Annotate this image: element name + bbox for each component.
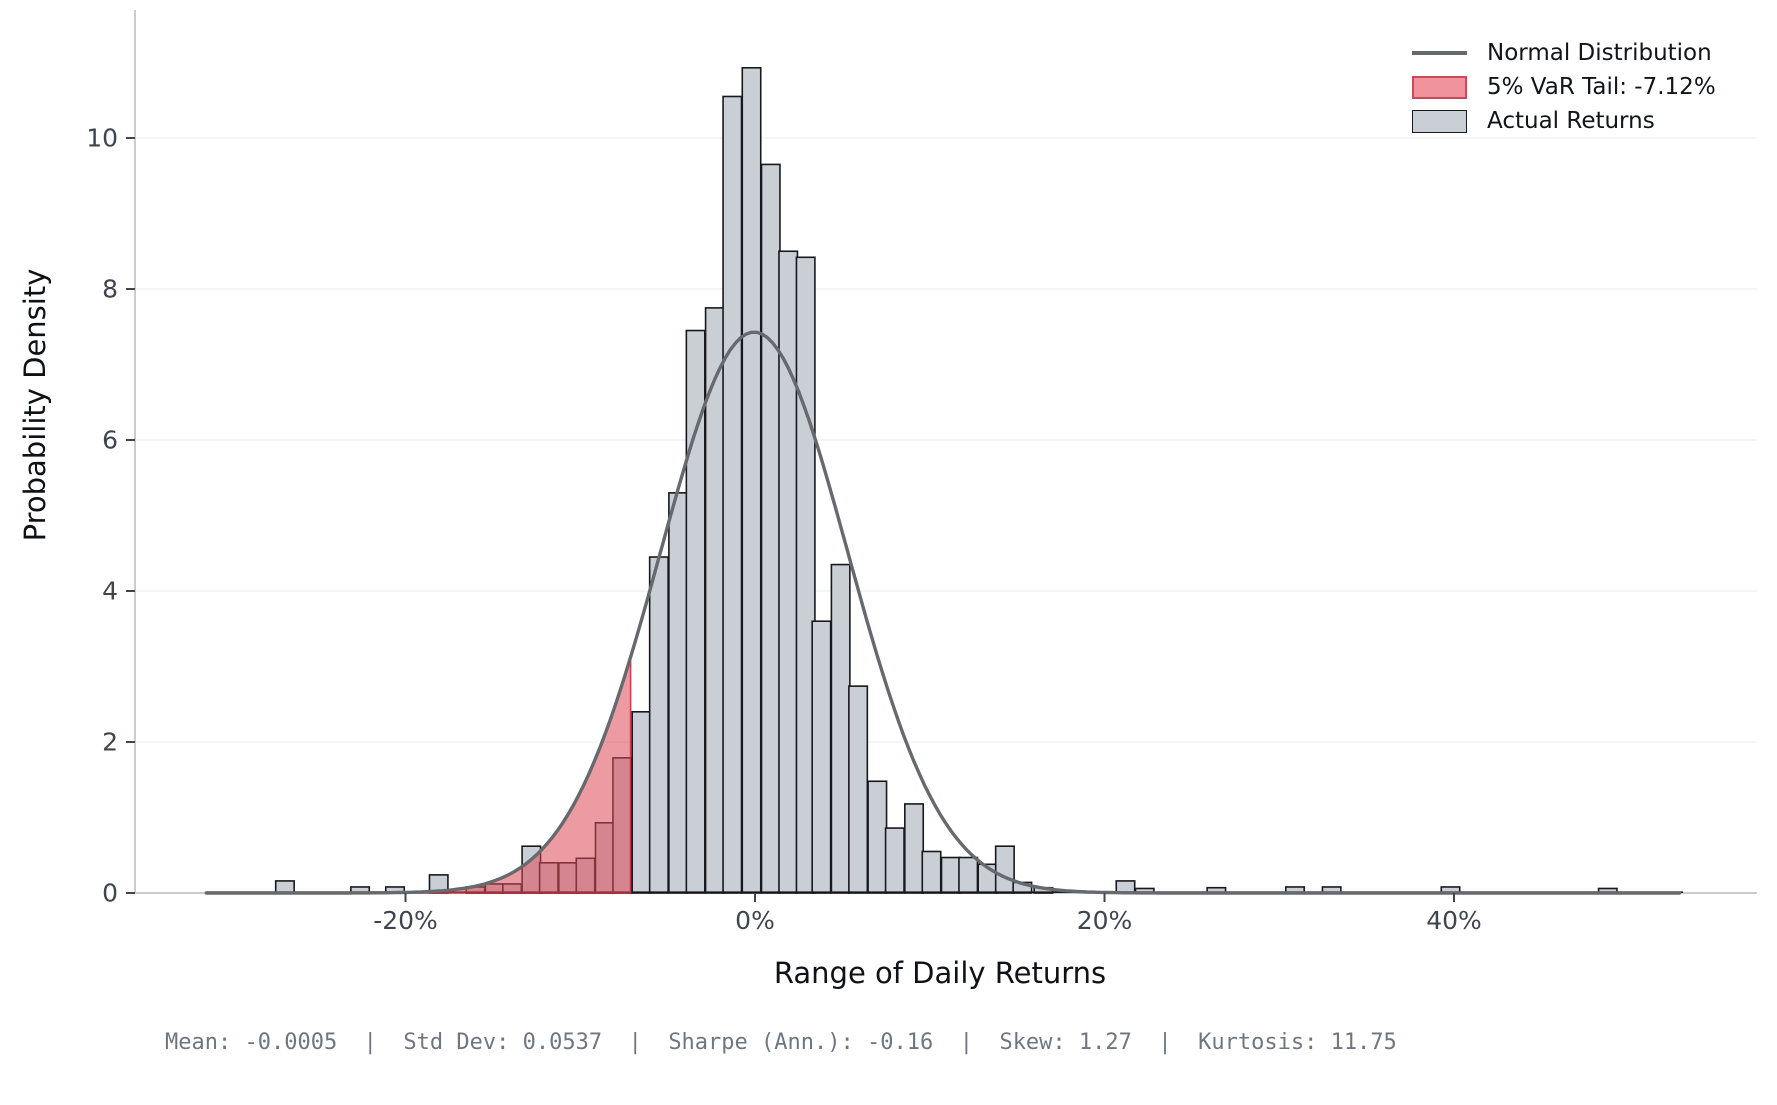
histogram-bar bbox=[760, 163, 781, 894]
histogram-bar bbox=[940, 856, 961, 894]
normal-distribution-line-swatch bbox=[1412, 51, 1467, 55]
histogram-bar bbox=[648, 556, 669, 894]
x-tick-label: 20% bbox=[1076, 906, 1133, 935]
x-tick-label: 40% bbox=[1426, 906, 1482, 935]
histogram-bar bbox=[867, 780, 888, 894]
legend-item-var-tail: 5% VaR Tail: -7.12% bbox=[1412, 70, 1716, 104]
y-tick-label: 4 bbox=[102, 576, 118, 606]
y-axis-label: Probability Density bbox=[18, 268, 52, 542]
stats-footer: Mean: -0.0005 | Std Dev: 0.0537 | Sharpe… bbox=[165, 1030, 1397, 1055]
histogram-bar bbox=[903, 803, 925, 894]
histogram-bar bbox=[668, 492, 689, 894]
actual-returns-patch-swatch bbox=[1412, 109, 1467, 133]
histogram-bar bbox=[848, 685, 869, 894]
histogram-bar bbox=[994, 845, 1015, 894]
legend-label: Normal Distribution bbox=[1487, 40, 1712, 66]
histogram-bar bbox=[884, 827, 905, 894]
histogram-bar bbox=[830, 563, 851, 894]
histogram-bar bbox=[722, 95, 743, 894]
y-tick-label: 0 bbox=[102, 878, 118, 908]
histogram-bar bbox=[921, 850, 942, 894]
legend-item-normal-distribution: Normal Distribution bbox=[1412, 36, 1716, 70]
y-tick-label: 10 bbox=[86, 123, 118, 153]
histogram-bar bbox=[778, 250, 799, 894]
legend-item-actual-returns: Actual Returns bbox=[1412, 104, 1716, 138]
histogram-bar bbox=[811, 620, 832, 894]
y-tick-label: 2 bbox=[102, 727, 118, 757]
y-tick-label: 6 bbox=[102, 425, 118, 455]
legend-label: 5% VaR Tail: -7.12% bbox=[1487, 74, 1716, 100]
normal-distribution-curve bbox=[204, 330, 1682, 895]
x-tick-label: 0% bbox=[735, 906, 775, 935]
histogram-bar bbox=[958, 856, 979, 894]
legend-label: Actual Returns bbox=[1487, 108, 1655, 134]
var-tail-fill bbox=[206, 656, 632, 894]
histogram-bar bbox=[274, 880, 295, 894]
histogram-bar bbox=[631, 710, 652, 894]
histogram-bar bbox=[741, 66, 762, 894]
legend: Normal Distribution 5% VaR Tail: -7.12% … bbox=[1412, 36, 1716, 138]
var-tail-patch-swatch bbox=[1412, 75, 1467, 99]
x-axis-label: Range of Daily Returns bbox=[773, 956, 1107, 990]
y-tick-label: 8 bbox=[102, 274, 118, 304]
x-tick-label: -20% bbox=[373, 906, 438, 935]
